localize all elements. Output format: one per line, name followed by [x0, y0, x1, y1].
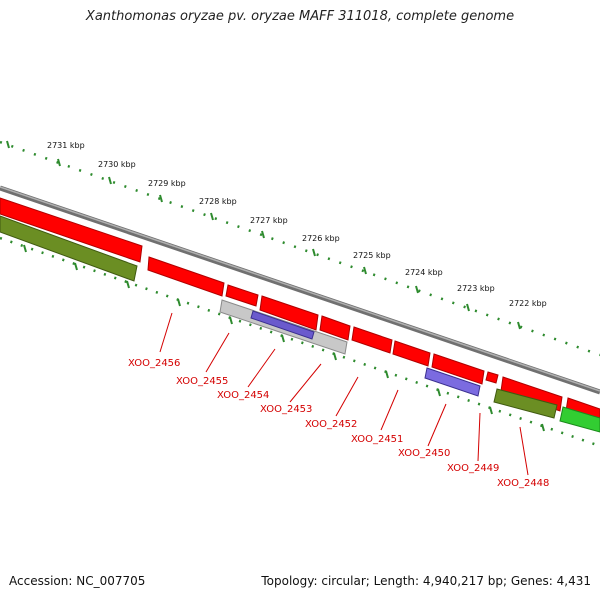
- feature-bar[interactable]: [0, 215, 138, 282]
- kbp-label: 2725 kbp: [353, 251, 391, 260]
- gene-label[interactable]: XOO_2454: [217, 390, 269, 401]
- gene-feature[interactable]: [0, 197, 143, 263]
- gene-feature[interactable]: [392, 340, 431, 367]
- gene-feature[interactable]: [424, 367, 481, 397]
- gene-label[interactable]: XOO_2451: [351, 434, 403, 445]
- accession-text: Accession: NC_007705: [9, 574, 146, 588]
- gene-feature[interactable]: [259, 295, 319, 331]
- gene-feature[interactable]: [431, 353, 485, 385]
- gene-label[interactable]: XOO_2456: [128, 358, 180, 369]
- kbp-label: 2726 kbp: [302, 234, 340, 243]
- kbp-label: 2723 kbp: [457, 284, 495, 293]
- genome-backbone: [0, 185, 600, 395]
- gene-label[interactable]: XOO_2450: [398, 448, 450, 459]
- gene-label[interactable]: XOO_2455: [176, 376, 228, 387]
- genome-backbone-highlight: [0, 186, 600, 392]
- outer-major-ticks: [6, 140, 521, 330]
- inner-tick-ring: [0, 236, 600, 448]
- gene-label[interactable]: XOO_2448: [497, 478, 549, 489]
- kbp-labels: 2731 kbp 2730 kbp 2729 kbp 2728 kbp 2727…: [47, 141, 547, 308]
- gene-feature[interactable]: [319, 315, 351, 341]
- forward-genes: [0, 197, 600, 422]
- gene-label-leaders: [159, 312, 529, 476]
- kbp-label: 2728 kbp: [199, 197, 237, 206]
- map-title: Xanthomonas oryzae pv. oryzae MAFF 31101…: [85, 9, 515, 24]
- kbp-label: 2727 kbp: [250, 216, 288, 225]
- inner-major-ticks: [23, 244, 545, 432]
- reverse-genes: [219, 299, 481, 397]
- gene-feature[interactable]: [250, 310, 315, 340]
- gene-label[interactable]: XOO_2452: [305, 419, 357, 430]
- feature-bar[interactable]: [493, 388, 558, 419]
- gene-feature[interactable]: [147, 256, 225, 297]
- feature-bar[interactable]: [559, 406, 600, 433]
- gene-label[interactable]: XOO_2453: [260, 404, 312, 415]
- gene-feature[interactable]: [351, 326, 393, 354]
- kbp-label: 2730 kbp: [98, 160, 136, 169]
- gene-feature[interactable]: [225, 284, 259, 307]
- kbp-label: 2724 kbp: [405, 268, 443, 277]
- kbp-label: 2731 kbp: [47, 141, 85, 150]
- genome-summary-text: Topology: circular; Length: 4,940,217 bp…: [261, 574, 591, 588]
- gene-labels: XOO_2456 XOO_2455 XOO_2454 XOO_2453 XOO_…: [128, 358, 549, 489]
- other-features: [0, 215, 600, 433]
- gene-feature[interactable]: [485, 371, 499, 384]
- gene-label[interactable]: XOO_2449: [447, 463, 499, 474]
- kbp-label: 2722 kbp: [509, 299, 547, 308]
- kbp-label: 2729 kbp: [148, 179, 186, 188]
